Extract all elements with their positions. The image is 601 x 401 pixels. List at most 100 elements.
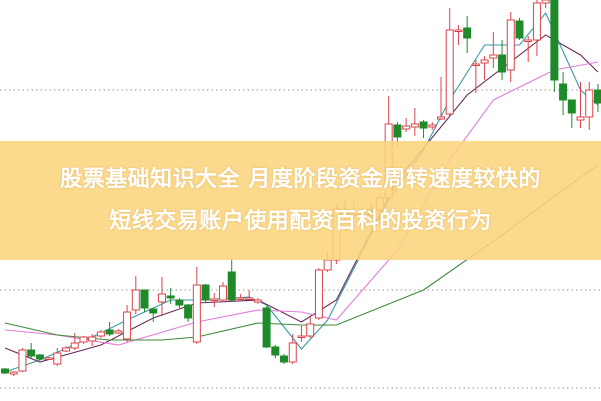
candle	[463, 16, 472, 53]
candle-body	[44, 357, 53, 360]
candle-body	[437, 116, 445, 120]
candle	[454, 25, 463, 45]
candle-body	[35, 354, 44, 360]
candle	[44, 357, 53, 360]
candle-body	[105, 329, 114, 335]
candle	[288, 334, 297, 364]
candle-body	[576, 116, 585, 121]
candle	[96, 330, 105, 338]
candle	[1, 368, 9, 374]
candle	[541, 0, 550, 8]
candle	[532, 0, 541, 56]
candle-body	[227, 271, 236, 301]
candle-body	[323, 259, 332, 271]
candle	[585, 82, 594, 130]
candle	[18, 348, 27, 372]
candle-body	[410, 123, 419, 128]
candle	[227, 258, 236, 302]
candle-body	[131, 289, 140, 311]
candle-body	[166, 295, 175, 299]
candle-body	[114, 330, 123, 334]
candle-body	[62, 347, 71, 352]
candle	[471, 60, 480, 93]
candle	[489, 32, 498, 68]
candle-body	[157, 293, 166, 303]
grid-lines	[0, 89, 601, 389]
candle-body	[201, 284, 210, 301]
candle	[550, 0, 559, 92]
candle-body	[149, 308, 158, 314]
candle-body	[550, 0, 559, 81]
candle	[114, 329, 123, 334]
candle-body	[480, 59, 489, 64]
candle	[210, 293, 219, 307]
candle-body	[445, 29, 454, 115]
headline-line-1: 股票基础知识大全 月度阶段资金周转速度较快的	[60, 166, 541, 192]
candle-body	[1, 368, 9, 374]
candle	[9, 371, 18, 376]
candle	[410, 108, 419, 136]
candle	[480, 56, 489, 80]
candle	[192, 267, 201, 344]
candle-body	[532, 2, 541, 41]
candle-body	[567, 99, 576, 114]
candle	[445, 8, 454, 116]
ma-mid-line	[4, 34, 599, 363]
candle-body	[402, 125, 411, 130]
candle	[253, 298, 262, 304]
candle	[402, 118, 411, 132]
candle-body	[262, 307, 271, 348]
candle	[157, 277, 166, 316]
candle-body	[524, 39, 533, 42]
candle	[88, 334, 97, 346]
candle	[498, 40, 507, 80]
candle	[201, 284, 210, 302]
candle	[262, 306, 271, 348]
candle-body	[27, 349, 36, 357]
candle	[79, 336, 88, 344]
candle	[105, 322, 114, 336]
candle-body	[18, 349, 27, 372]
candle	[576, 82, 585, 128]
candle-body	[314, 269, 323, 319]
candle	[166, 288, 175, 304]
candle	[524, 36, 533, 62]
candle-body	[271, 346, 280, 356]
candle	[306, 316, 315, 338]
candle-body	[96, 331, 105, 337]
candle-body	[506, 19, 515, 71]
candle-body	[498, 54, 507, 73]
candle	[437, 77, 445, 120]
candle-body	[123, 311, 132, 340]
candle	[140, 289, 149, 312]
candle	[62, 346, 71, 352]
headline-line-2: 短线交易账户使用配资百科的投资行为	[109, 208, 492, 234]
candle-body	[585, 89, 594, 118]
candle-body	[236, 297, 245, 300]
candle-body	[489, 54, 498, 59]
candle	[123, 305, 132, 342]
candle	[245, 290, 254, 300]
candle	[567, 99, 576, 128]
candle	[314, 268, 323, 320]
candle-body	[541, 0, 550, 4]
headline-banner: 股票基础知识大全 月度阶段资金周转速度较快的 短线交易账户使用配资百科的投资行为	[0, 141, 601, 260]
candle	[297, 326, 306, 342]
candle	[506, 12, 515, 82]
candle	[515, 18, 524, 40]
candle-body	[297, 335, 306, 338]
candle-body	[219, 285, 227, 301]
candle	[219, 282, 227, 302]
candle-body	[175, 299, 184, 306]
candle-body	[454, 29, 463, 32]
candle-body	[88, 336, 97, 342]
candle-body	[79, 336, 88, 343]
candle	[27, 343, 36, 358]
candle-body	[245, 297, 254, 300]
candle	[559, 72, 568, 115]
candle-body	[192, 284, 201, 343]
candle	[236, 294, 245, 300]
candle-body	[288, 342, 297, 363]
candle-body	[419, 121, 428, 129]
